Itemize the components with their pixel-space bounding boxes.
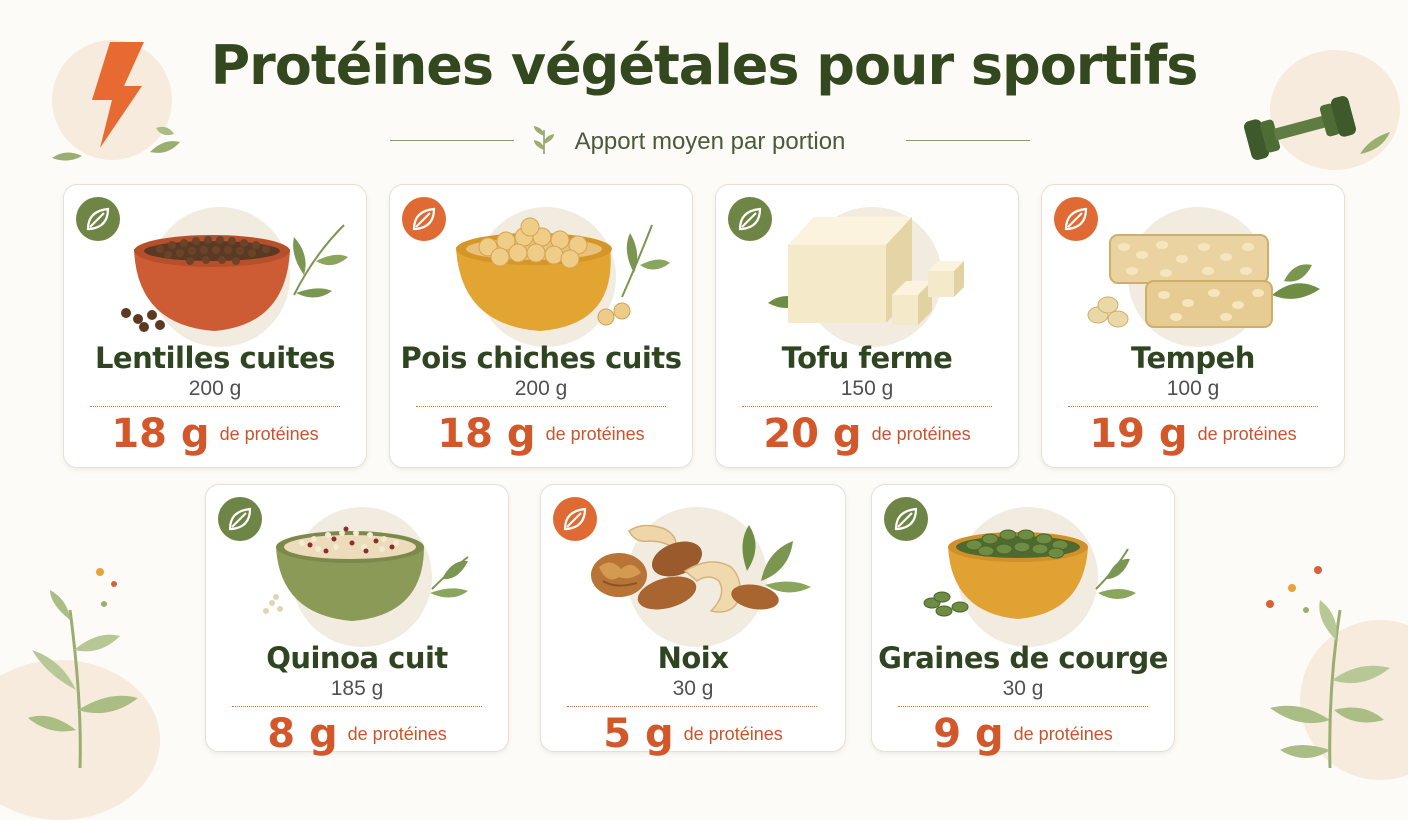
protein-row: 9 g de protéines	[872, 711, 1174, 757]
protein-row: 8 g de protéines	[206, 711, 508, 757]
protein-value: 19 g	[1089, 411, 1188, 457]
portion-size: 30 g	[672, 677, 714, 700]
portion-size: 150 g	[840, 377, 894, 400]
protein-value: 5 g	[603, 711, 674, 757]
portion-size: 185 g	[330, 677, 384, 700]
sprig-icon	[534, 126, 554, 154]
leaf-badge-icon	[402, 197, 446, 241]
protein-label: de protéines	[683, 723, 783, 744]
protein-row: 19 g de protéines	[1042, 411, 1344, 457]
portion-size: 100 g	[1166, 377, 1220, 400]
food-name: Lentilles cuites	[94, 341, 336, 375]
leaf-badge-icon	[728, 197, 772, 241]
mixed-nuts-illustration	[591, 524, 811, 613]
leaf-badge-icon	[1054, 197, 1098, 241]
portion-size: 200 g	[514, 377, 568, 400]
protein-row: 18 g de protéines	[390, 411, 692, 457]
protein-label: de protéines	[347, 723, 447, 744]
lentils-bowl-illustration	[121, 224, 348, 332]
dots-decoration	[96, 568, 117, 607]
subtitle-row: Apport moyen par portion	[390, 124, 1030, 156]
food-card-tofu: Tofu ferme 150 g 20 g de protéines	[715, 184, 1019, 468]
dumbbell-icon	[1244, 96, 1356, 160]
page-title: Protéines végétales pour sportifs	[210, 34, 1199, 97]
dotted-divider	[742, 406, 992, 407]
food-name: Graines de courge	[878, 641, 1168, 675]
dots-decoration	[1266, 566, 1322, 613]
food-card-nuts: Noix 30 g 5 g de protéines	[540, 484, 846, 757]
portion-size: 200 g	[188, 377, 242, 400]
chickpeas-bowl-illustration	[456, 217, 670, 331]
tofu-block-illustration	[768, 217, 964, 325]
dotted-divider	[416, 406, 666, 407]
dotted-divider	[90, 406, 340, 407]
protein-label: de protéines	[545, 423, 645, 444]
subtitle: Apport moyen par portion	[574, 128, 846, 155]
food-card-chickpeas: Pois chiches cuits 200 g 18 g de protéine…	[389, 184, 693, 468]
plant-sprig-decoration	[28, 590, 138, 768]
food-card-pumpkin-seeds: Graines de courge 30 g 9 g de protéines	[871, 484, 1175, 757]
pumpkin-seeds-bowl-illustration	[923, 529, 1136, 619]
dotted-divider	[1068, 406, 1318, 407]
protein-label: de protéines	[871, 423, 971, 444]
leaf-badge-icon	[76, 197, 120, 241]
leaf-badge-icon	[553, 497, 597, 541]
protein-label: de protéines	[1013, 723, 1113, 744]
lightning-icon	[92, 42, 144, 148]
protein-row: 20 g de protéines	[716, 411, 1018, 457]
dotted-divider	[567, 706, 817, 707]
protein-value: 18 g	[437, 411, 536, 457]
food-name: Pois chiches cuits	[400, 341, 682, 375]
food-name: Noix	[657, 641, 729, 675]
plant-sprig-decoration	[1270, 600, 1390, 768]
protein-value: 8 g	[267, 711, 338, 757]
protein-label: de protéines	[1197, 423, 1297, 444]
protein-row: 5 g de protéines	[541, 711, 845, 757]
portion-size: 30 g	[1002, 677, 1044, 700]
protein-value: 9 g	[933, 711, 1004, 757]
food-card-lentils: Lentilles cuites 200 g 18 g de protéines	[63, 184, 367, 468]
leaf-badge-icon	[218, 497, 262, 541]
food-card-quinoa: Quinoa cuit 185 g 8 g de protéines	[205, 484, 509, 757]
food-name: Tofu ferme	[781, 341, 953, 375]
leaf-sprig-decoration	[1360, 132, 1390, 154]
protein-row: 18 g de protéines	[64, 411, 366, 457]
tempeh-slices-illustration	[1087, 234, 1320, 328]
protein-label: de protéines	[219, 423, 319, 444]
subtitle-divider-left	[390, 140, 514, 141]
protein-value: 20 g	[763, 411, 862, 457]
food-name: Tempeh	[1131, 341, 1255, 375]
protein-value: 18 g	[111, 411, 210, 457]
leaf-badge-icon	[884, 497, 928, 541]
subtitle-divider-right	[906, 140, 1030, 141]
food-card-tempeh: Tempeh 100 g 19 g de protéines	[1041, 184, 1345, 468]
dotted-divider	[232, 706, 482, 707]
leaf-sprig-decoration	[52, 126, 180, 161]
dotted-divider	[898, 706, 1148, 707]
quinoa-bowl-illustration	[263, 526, 469, 621]
food-name: Quinoa cuit	[266, 641, 448, 675]
